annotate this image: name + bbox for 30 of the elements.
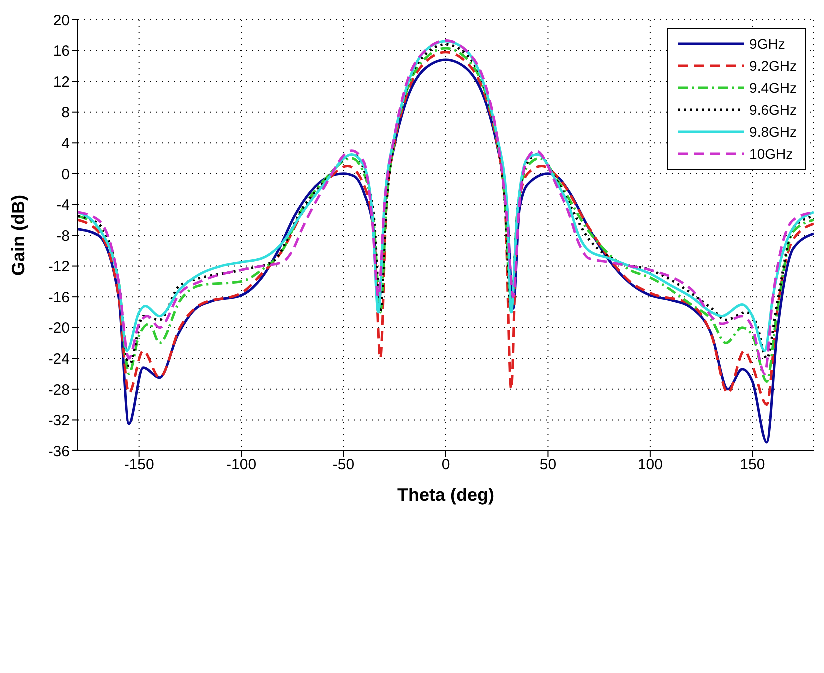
y-tick-label: 16 [53, 43, 70, 60]
x-tick-label: 100 [638, 456, 663, 474]
y-tick-label: 8 [62, 104, 70, 122]
y-tick-label: 12 [53, 74, 70, 91]
y-axis-title: Gain (dB) [8, 195, 28, 276]
y-tick-label: -20 [48, 320, 70, 338]
y-tick-label: -24 [48, 350, 70, 368]
legend-label: 9.8GHz [750, 124, 797, 140]
y-tick-label: 0 [62, 166, 70, 184]
y-tick-label: -16 [48, 289, 70, 306]
y-tick-label: 4 [62, 135, 70, 152]
legend-label: 9.6GHz [750, 102, 797, 118]
y-tick-label: -4 [56, 197, 70, 214]
y-tick-label: -32 [48, 412, 70, 430]
x-tick-label: -100 [226, 456, 257, 474]
y-tick-label: -12 [48, 258, 70, 276]
x-tick-label: 50 [540, 456, 557, 474]
y-tick-label: -28 [48, 382, 70, 399]
legend-label: 9.4GHz [750, 80, 797, 96]
legend-label: 10GHz [750, 146, 794, 162]
x-tick-label: 150 [740, 456, 766, 474]
legend-label: 9GHz [750, 36, 786, 52]
x-axis-title: Theta (deg) [398, 485, 494, 505]
x-tick-label: 0 [442, 456, 450, 474]
y-tick-label: -8 [56, 228, 70, 245]
y-tick-label: 20 [53, 12, 70, 30]
x-tick-label: -150 [124, 456, 154, 474]
y-tick-label: -36 [48, 443, 70, 460]
x-tick-label: -50 [332, 456, 355, 474]
legend-label: 9.2GHz [750, 58, 797, 74]
